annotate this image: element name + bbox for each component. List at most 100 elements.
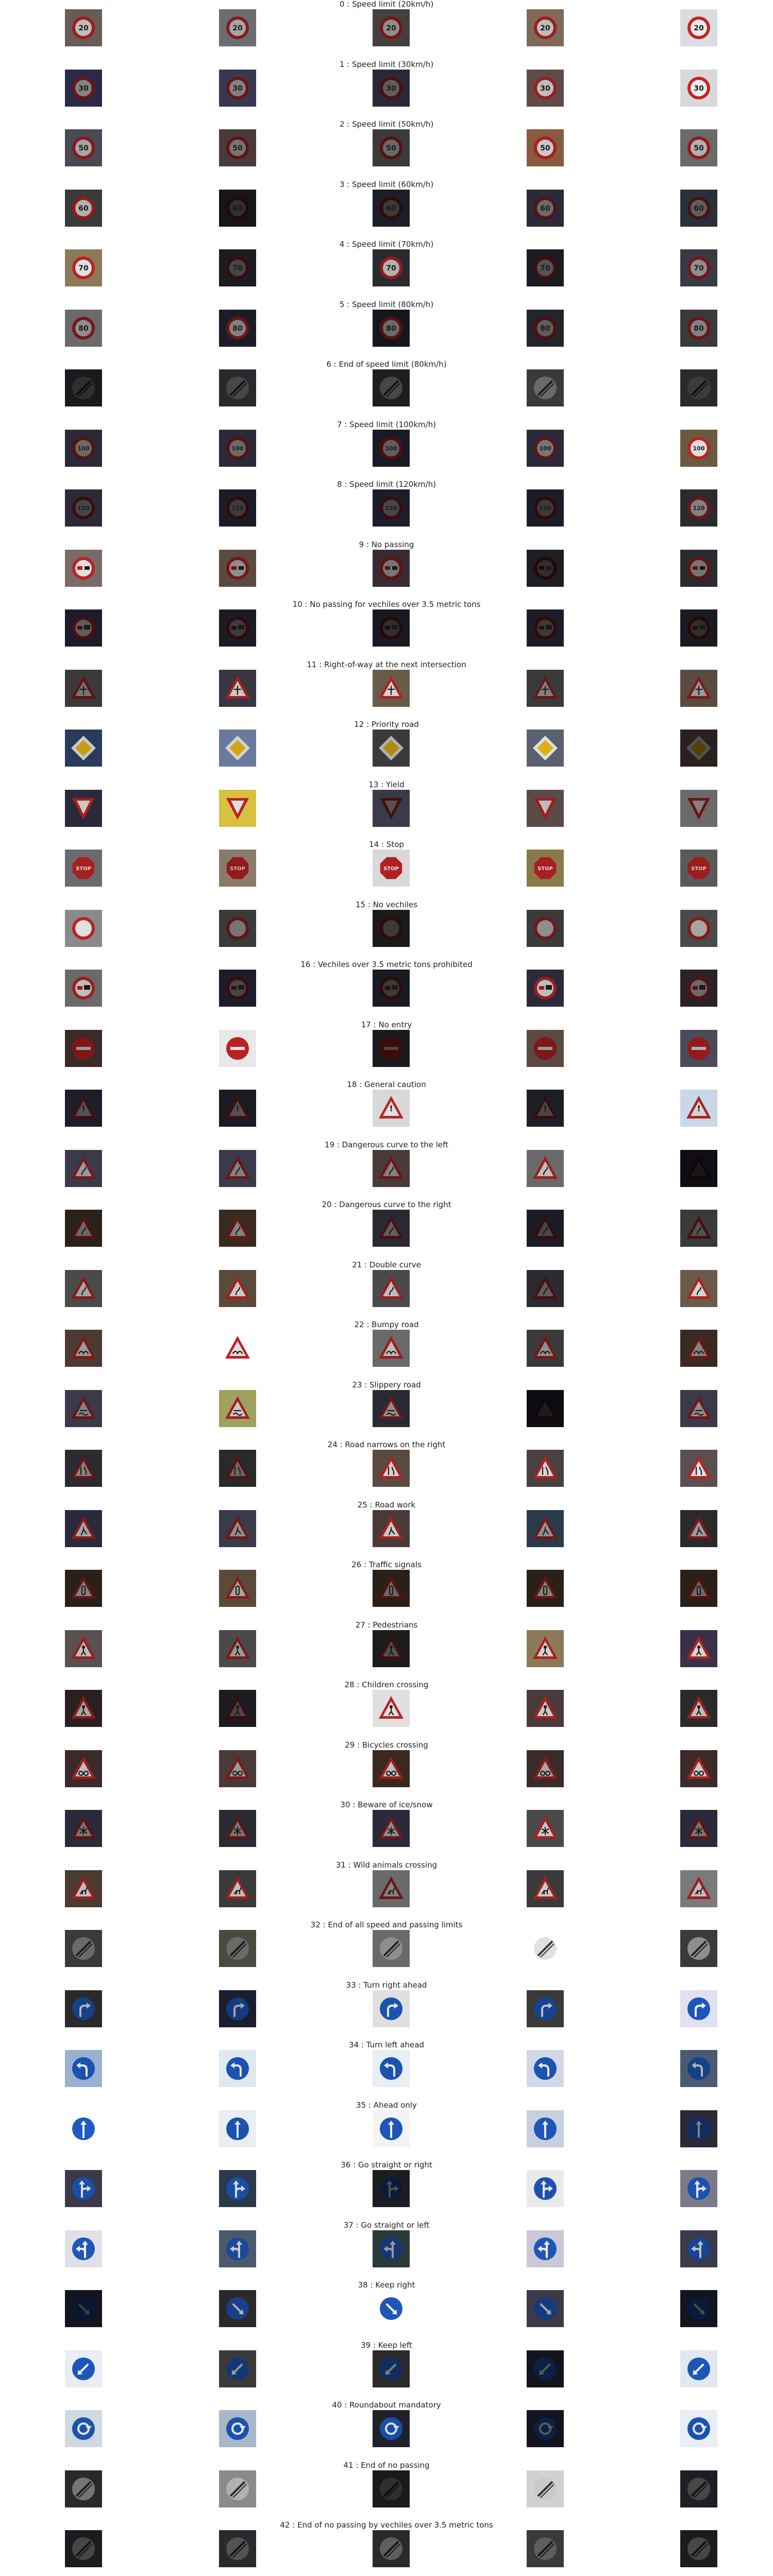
class-title: 7 : Speed limit (100km/h) (337, 419, 436, 429)
sign-thumbnail (65, 1149, 102, 1187)
traffic-sign-image (65, 1389, 102, 1427)
traffic-sign-image (527, 1810, 564, 1847)
sign-thumbnail (373, 2410, 410, 2447)
traffic-sign-image (219, 1450, 256, 1487)
traffic-sign-image (65, 909, 102, 947)
traffic-sign-image (680, 1990, 717, 2027)
traffic-sign-image: 100 (219, 429, 256, 467)
traffic-sign-image (219, 1029, 256, 1067)
sign-thumbnail (680, 1870, 717, 1907)
traffic-sign-image (65, 1990, 102, 2027)
traffic-sign-image: 30 (65, 69, 102, 107)
sign-thumbnail (527, 2410, 564, 2447)
sign-thumbnail: 20 (373, 9, 410, 46)
sign-thumbnail (527, 1810, 564, 1847)
svg-text:50: 50 (540, 144, 550, 152)
traffic-sign-image (373, 1870, 410, 1907)
traffic-sign-image (219, 669, 256, 707)
sign-thumbnail (680, 2530, 717, 2567)
sign-thumbnail: 60 (219, 189, 256, 227)
traffic-sign-image (680, 1690, 717, 1727)
svg-text:70: 70 (540, 264, 550, 273)
class-title: 9 : No passing (359, 539, 414, 549)
sign-class-row: 32 : End of all speed and passing limits (0, 1921, 773, 1980)
traffic-sign-image (680, 2530, 717, 2567)
sign-thumbnail (373, 2530, 410, 2567)
sign-thumbnail: STOP (527, 850, 564, 887)
traffic-sign-image (65, 1750, 102, 1787)
traffic-sign-image (527, 2230, 564, 2267)
sign-thumbnail (373, 970, 410, 1007)
traffic-sign-image: 20 (65, 9, 102, 46)
sign-thumbnail: ! (65, 1090, 102, 1127)
traffic-sign-image: 20 (219, 9, 256, 46)
traffic-sign-image (65, 1210, 102, 1247)
class-title: 32 : End of all speed and passing limits (310, 1920, 463, 1929)
svg-text:80: 80 (78, 325, 89, 333)
sign-thumbnail: 80 (680, 309, 717, 347)
class-title: 21 : Double curve (352, 1260, 421, 1269)
class-title: 2 : Speed limit (50km/h) (339, 120, 434, 129)
traffic-sign-image (527, 1029, 564, 1067)
traffic-sign-image (680, 1570, 717, 1607)
sign-class-row: 0 : Speed limit (20km/h) 20 20 20 20 20 (0, 0, 773, 60)
sign-thumbnail (65, 2530, 102, 2567)
class-title: 13 : Yield (368, 779, 405, 789)
sign-thumbnail (373, 1210, 410, 1247)
svg-text:120: 120 (385, 505, 397, 512)
traffic-sign-image (373, 1149, 410, 1187)
sign-thumbnail (680, 909, 717, 947)
sign-thumbnail (680, 1630, 717, 1667)
traffic-sign-image (219, 1870, 256, 1907)
sign-thumbnail (65, 1510, 102, 1547)
class-title: 34 : Turn left ahead (349, 2040, 424, 2049)
traffic-sign-image (65, 2470, 102, 2507)
sign-thumbnail (680, 2230, 717, 2267)
sign-thumbnail (680, 1210, 717, 1247)
sign-thumbnail: 50 (219, 129, 256, 166)
traffic-sign-image (65, 1570, 102, 1607)
sign-thumbnail (527, 789, 564, 827)
traffic-sign-image: 50 (65, 129, 102, 166)
traffic-sign-image (219, 369, 256, 406)
traffic-sign-image: 70 (527, 249, 564, 286)
traffic-sign-image (680, 2350, 717, 2387)
traffic-sign-image (219, 789, 256, 827)
sign-thumbnail: 20 (219, 9, 256, 46)
traffic-sign-image: ! (373, 1090, 410, 1127)
traffic-sign-image (219, 609, 256, 647)
sign-class-row: 14 : Stop STOP STOP STOP STOP STOP (0, 840, 773, 900)
traffic-sign-image: 50 (527, 129, 564, 166)
traffic-sign-image (373, 1570, 410, 1607)
sign-thumbnail (65, 2350, 102, 2387)
traffic-sign-image (680, 1269, 717, 1307)
traffic-sign-image (373, 369, 410, 406)
sign-class-row: 11 : Right-of-way at the next intersecti… (0, 660, 773, 720)
traffic-sign-image (219, 1810, 256, 1847)
sign-thumbnail (373, 2470, 410, 2507)
sign-thumbnail: ! (527, 1090, 564, 1127)
sign-thumbnail: 20 (680, 9, 717, 46)
traffic-sign-image: ! (219, 1090, 256, 1127)
traffic-sign-image (527, 2050, 564, 2087)
traffic-sign-image: 30 (680, 69, 717, 107)
sign-thumbnail (527, 1389, 564, 1427)
sign-class-row: 21 : Double curve (0, 1260, 773, 1320)
sign-thumbnail (527, 909, 564, 947)
traffic-sign-image (680, 1930, 717, 1967)
traffic-sign-image (219, 1990, 256, 2027)
traffic-sign-image: 80 (373, 309, 410, 347)
traffic-sign-image: 70 (373, 249, 410, 286)
sign-class-row: 5 : Speed limit (80km/h) 80 80 80 80 80 (0, 300, 773, 360)
traffic-sign-image: 120 (219, 489, 256, 527)
traffic-sign-image (65, 2350, 102, 2387)
sign-thumbnail (680, 1750, 717, 1787)
traffic-sign-image: 20 (373, 9, 410, 46)
sign-thumbnail (219, 609, 256, 647)
class-title: 4 : Speed limit (70km/h) (339, 240, 434, 249)
traffic-sign-image (65, 1810, 102, 1847)
traffic-sign-image (527, 2290, 564, 2327)
traffic-sign-image (65, 369, 102, 406)
traffic-sign-image: 120 (373, 489, 410, 527)
